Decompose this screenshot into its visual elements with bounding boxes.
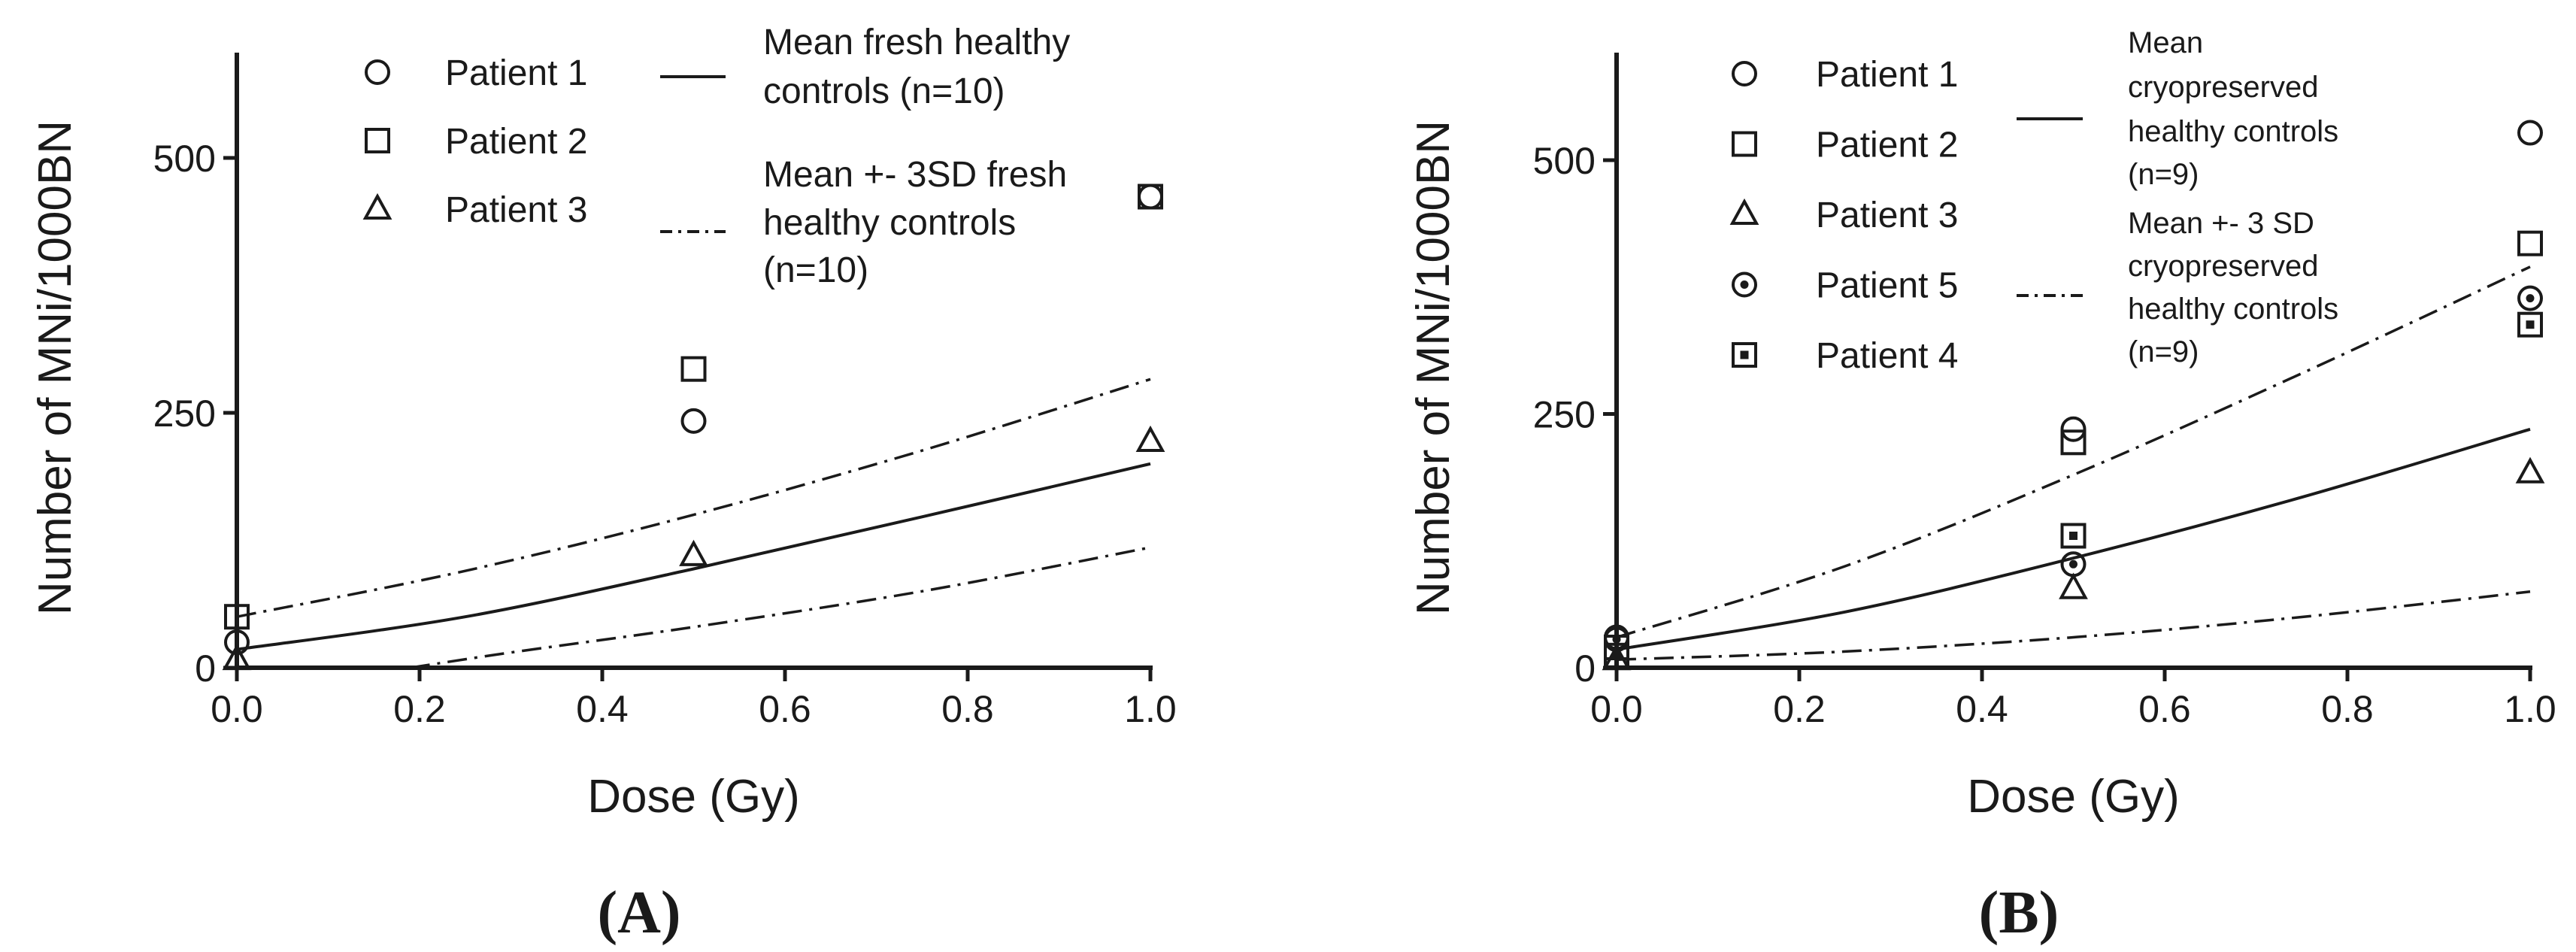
data-point-patient-5-dot	[2069, 559, 2077, 568]
x-tick-label: 0.6	[759, 688, 811, 730]
data-point-patient-2	[224, 604, 250, 630]
data-point-patient-5	[1604, 626, 1629, 653]
legend-line-label: cryopreserved	[2128, 250, 2318, 283]
x-tick-label: 0.2	[393, 688, 446, 730]
legend-line-label: Mean +- 3 SD	[2128, 207, 2314, 240]
legend-label: Patient 2	[1816, 126, 1958, 165]
y-tick-label: 500	[153, 138, 216, 180]
x-tick-label: 0.8	[941, 688, 994, 730]
panel-b: 0 250 500 0.0 0.2 0.4 0.6 0.8 1.0 Dose (Gy) Number…	[1408, 26, 2556, 946]
data-point-patient-5	[2517, 285, 2543, 311]
mean-curve	[236, 462, 1151, 651]
panel-label: (B)	[1979, 880, 2059, 946]
legend-label: Patient 5	[1816, 266, 1958, 306]
data-point-patient-3	[222, 644, 252, 671]
x-tick-label: 0.8	[2321, 688, 2374, 730]
data-point-patient-2	[680, 356, 707, 382]
x-tick-label: 0.6	[2138, 688, 2191, 730]
data-point-patient-1	[224, 629, 250, 656]
data-point-patient-1	[2517, 120, 2543, 146]
data-point-patient-4-dot	[1612, 651, 1621, 660]
legend-line-label: healthy controls	[2128, 293, 2338, 326]
legend-marker-patient-5-dot	[1740, 280, 1749, 289]
x-tick-label: 0.2	[1773, 688, 1826, 730]
mean-curve	[1616, 427, 2531, 651]
data-point-patient-2	[1138, 183, 1163, 210]
legend-marker-patient-2	[365, 128, 390, 153]
x-tick-label: 0.4	[576, 688, 629, 730]
data-point-patient-5-dot	[1612, 635, 1621, 644]
sd-bound-curve	[236, 377, 1151, 618]
x-axis-label: Dose (Gy)	[587, 771, 799, 823]
x-axis-label: Dose (Gy)	[1967, 771, 2179, 823]
legend-marker-patient-1	[365, 59, 390, 85]
legend-line-label: Mean	[2128, 26, 2203, 59]
legend-marker-patient-5	[1732, 271, 1757, 298]
data-point-patient-3	[2515, 456, 2545, 484]
data-point-patient-3	[1602, 644, 1632, 671]
data-point-patient-1	[1138, 183, 1163, 210]
legend-line-label: cryopreserved	[2128, 71, 2318, 104]
y-tick-label: 0	[1574, 647, 1596, 690]
x-tick-label: 0.0	[211, 688, 263, 730]
legend-label: Patient 3	[445, 190, 587, 230]
y-tick-label: 250	[1533, 394, 1596, 436]
legend-label: Patient 1	[445, 53, 587, 93]
data-point-patient-1	[2060, 416, 2087, 442]
data-point-patient-2	[2060, 429, 2087, 456]
y-axis-label: Number of MNi/1000BN	[1408, 120, 1459, 615]
data-point-patient-3	[1135, 425, 1165, 452]
legend-marker-patient-4-dot	[1740, 350, 1749, 359]
legend-line-label: controls (n=10)	[763, 71, 1005, 111]
y-tick-label: 250	[153, 393, 216, 435]
legend-marker-patient-3	[1729, 198, 1759, 225]
legend-line-label: healthy controls	[2128, 115, 2338, 148]
data-point-patient-5-dot	[2526, 294, 2535, 303]
y-tick-label: 500	[1533, 140, 1596, 182]
legend-label: Patient 3	[1816, 196, 1958, 235]
data-point-patient-4	[1604, 642, 1629, 669]
data-point-patient-5	[2060, 551, 2087, 578]
x-tick-label: 0.0	[1590, 688, 1643, 730]
legend-line-label: (n=9)	[2128, 158, 2199, 191]
data-point-patient-4	[2060, 523, 2087, 549]
legend-line-label: healthy controls	[763, 203, 1016, 243]
legend-marker-patient-3	[362, 193, 392, 220]
x-tick-label: 0.4	[1956, 688, 2008, 730]
x-tick-label: 1.0	[1124, 688, 1177, 730]
y-tick-label: 0	[195, 647, 216, 690]
data-point-patient-2	[2517, 230, 2543, 256]
sd-bound-curve	[1616, 590, 2531, 661]
legend-label: Patient 4	[1816, 336, 1958, 376]
panel-label: (A)	[597, 880, 680, 946]
y-axis-label: Number of MNi/1000BN	[29, 120, 81, 615]
sd-bound-curve	[410, 546, 1151, 669]
legend-line-label: (n=9)	[2128, 335, 2199, 368]
legend-line-label: (n=10)	[763, 250, 868, 290]
x-tick-label: 1.0	[2504, 688, 2556, 730]
sd-bound-curve	[1616, 265, 2531, 639]
legend-marker-patient-2	[1732, 131, 1757, 157]
legend-label: Patient 2	[445, 122, 587, 162]
data-point-patient-4-dot	[2069, 532, 2077, 540]
data-point-patient-4	[2517, 311, 2543, 338]
legend-line-label: Mean +- 3SD fresh	[763, 155, 1067, 195]
data-point-patient-3	[679, 539, 708, 566]
legend-marker-patient-4	[1732, 342, 1757, 368]
panel-a: 0 250 500 0.0 0.2 0.4 0.6 0.8 1.0 Dose (Gy) Number…	[29, 23, 1177, 946]
data-point-patient-4-dot	[2526, 320, 2535, 329]
data-point-patient-3	[2059, 572, 2088, 599]
legend-marker-patient-1	[1732, 61, 1757, 86]
data-point-patient-1	[680, 408, 707, 434]
legend-line-label: Mean fresh healthy	[763, 23, 1070, 62]
legend-label: Patient 1	[1816, 55, 1958, 95]
